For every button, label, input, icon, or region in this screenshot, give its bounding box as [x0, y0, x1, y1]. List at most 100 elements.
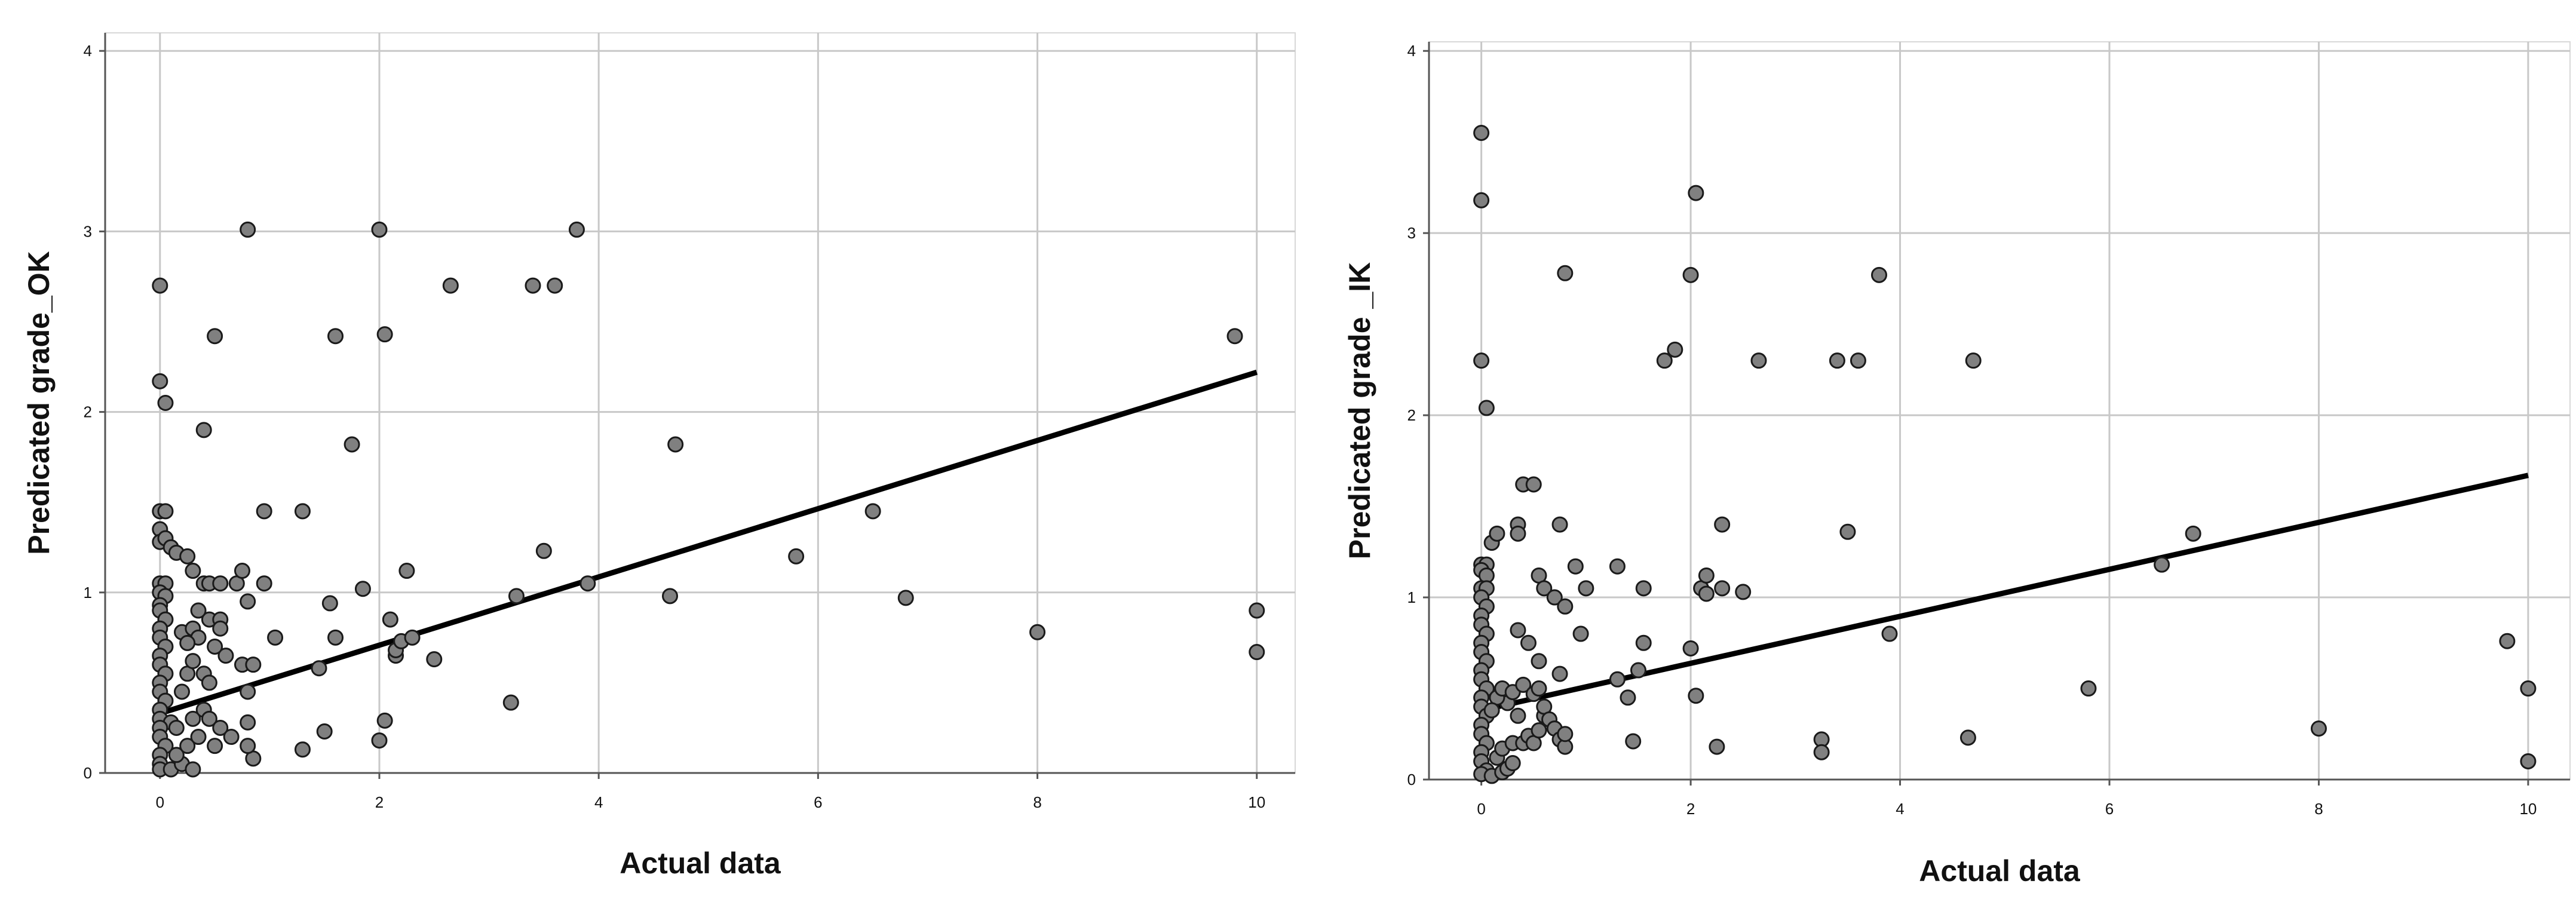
- data-point: [376, 712, 393, 729]
- data-point: [240, 738, 256, 754]
- data-point: [376, 326, 393, 343]
- data-point: [1510, 525, 1526, 542]
- x-tick-label: 8: [1033, 793, 1041, 811]
- data-point: [207, 738, 223, 754]
- chart-ok-axes: [99, 33, 1295, 779]
- x-tick-label: 6: [2105, 800, 2114, 818]
- x-tick-label: 2: [375, 793, 384, 811]
- data-point: [1688, 688, 1704, 704]
- data-point: [311, 660, 327, 677]
- data-point: [2185, 525, 2201, 542]
- y-tick-label: 3: [84, 222, 92, 240]
- data-point: [382, 611, 398, 628]
- data-point: [579, 575, 596, 592]
- data-point: [404, 629, 421, 646]
- chart-ik-grid: [1428, 41, 2571, 780]
- data-point: [185, 761, 201, 778]
- data-point: [1698, 567, 1715, 584]
- y-tick-label: 1: [1407, 588, 1416, 606]
- y-tick-label: 4: [1407, 42, 1416, 60]
- chart-ik-points: [1473, 124, 2537, 784]
- chart-ik-tick-labels: 0 1 2 3 4 0 2 4 6 8 10: [1407, 42, 2537, 818]
- data-point: [179, 548, 196, 564]
- chart-ik-axes: [1423, 42, 2570, 786]
- data-point: [2154, 556, 2170, 573]
- data-point: [371, 221, 388, 238]
- data-point: [525, 277, 541, 294]
- data-point: [1567, 558, 1584, 575]
- data-point: [1682, 266, 1699, 283]
- data-point: [1850, 352, 1866, 369]
- data-point: [1525, 476, 1542, 493]
- data-point: [398, 563, 415, 579]
- data-point: [442, 277, 459, 294]
- data-point: [1520, 634, 1537, 651]
- data-point: [174, 683, 191, 700]
- scatter-chart-ik: 0 1 2 3 4 0 2 4 6 8 10 Actual data Predicated grad…: [1314, 0, 2576, 902]
- data-point: [1630, 662, 1646, 679]
- data-point: [201, 710, 217, 727]
- data-point: [267, 629, 284, 646]
- data-point: [240, 221, 256, 238]
- data-point: [201, 674, 217, 691]
- data-point: [207, 328, 223, 345]
- data-point: [535, 542, 552, 559]
- data-point: [1489, 525, 1505, 542]
- data-point: [2499, 633, 2516, 649]
- data-point: [1870, 266, 1887, 283]
- chart-ok-points: [152, 221, 1265, 778]
- trendline: [159, 369, 1258, 716]
- data-point: [1735, 584, 1752, 600]
- data-point: [223, 729, 240, 745]
- data-point: [1473, 124, 1490, 141]
- data-point: [190, 729, 207, 745]
- y-axis-title: Predicated grade _IK: [1343, 262, 1376, 559]
- data-point: [788, 548, 805, 564]
- x-tick-label: 8: [2314, 800, 2323, 818]
- data-point: [1249, 644, 1265, 661]
- data-point: [897, 590, 914, 606]
- data-point: [1829, 352, 1845, 369]
- data-point: [1578, 580, 1594, 597]
- data-point: [185, 710, 201, 727]
- y-tick-label: 3: [1407, 224, 1416, 242]
- data-point: [2080, 680, 2097, 697]
- data-point: [667, 436, 684, 453]
- data-point: [256, 503, 272, 520]
- data-point: [1709, 738, 1725, 755]
- scatter-chart-ok: 0 1 2 3 4 0 2 4 6 8 10 Actual data Predicated grad…: [22, 32, 1296, 880]
- data-point: [212, 620, 229, 637]
- data-point: [179, 634, 196, 651]
- x-tick-label: 10: [2519, 800, 2537, 818]
- data-point: [1714, 580, 1731, 597]
- data-point: [234, 563, 250, 579]
- data-point: [212, 575, 229, 592]
- data-point: [502, 694, 519, 711]
- data-point: [1504, 755, 1521, 772]
- data-point: [1959, 729, 1976, 746]
- data-point: [1531, 653, 1547, 670]
- data-point: [568, 221, 585, 238]
- chart-ok-grid: [105, 32, 1296, 774]
- data-point: [294, 503, 311, 520]
- data-point: [1750, 352, 1767, 369]
- data-point: [1531, 722, 1547, 739]
- data-point: [1635, 580, 1652, 597]
- data-point: [185, 653, 201, 670]
- data-point: [256, 575, 272, 592]
- trendline: [1480, 473, 2529, 713]
- x-axis-title: Actual data: [1919, 854, 2081, 888]
- x-tick-label: 4: [1896, 800, 1904, 818]
- data-point: [1881, 625, 1898, 642]
- data-point: [168, 719, 185, 736]
- data-point: [1546, 589, 1563, 606]
- x-tick-label: 4: [594, 793, 603, 811]
- data-point: [1473, 192, 1490, 208]
- y-tick-label: 2: [84, 403, 92, 421]
- data-point: [240, 593, 256, 610]
- data-point: [1029, 624, 1046, 640]
- data-point: [426, 651, 443, 668]
- chart-ok-svg: 0 1 2 3 4 0 2 4 6 8 10 Actual data Predicated grad…: [22, 32, 1296, 880]
- data-point: [1551, 516, 1568, 533]
- data-point: [1572, 625, 1589, 642]
